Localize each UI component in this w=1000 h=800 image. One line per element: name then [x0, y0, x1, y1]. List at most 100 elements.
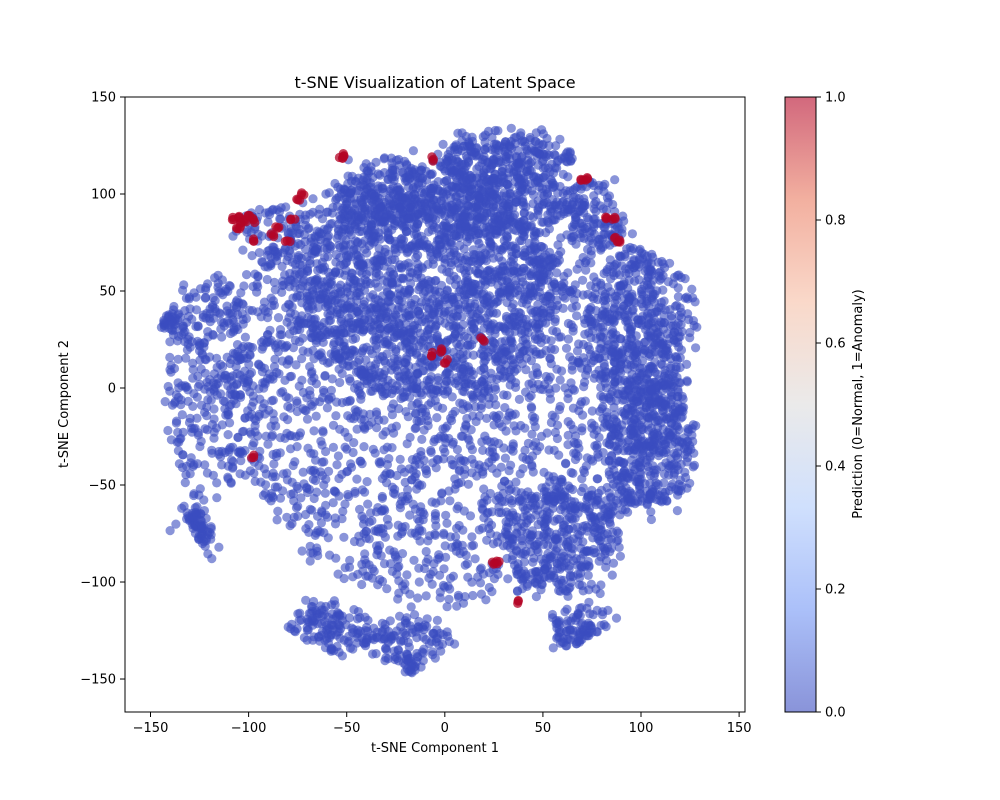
normal-point — [403, 485, 413, 495]
normal-point — [475, 265, 485, 275]
normal-point — [533, 256, 543, 266]
normal-point — [536, 431, 547, 441]
normal-point — [447, 459, 458, 470]
normal-point — [527, 429, 537, 439]
normal-point — [369, 526, 380, 536]
normal-point — [311, 246, 321, 257]
normal-point — [393, 594, 403, 604]
normal-point — [442, 602, 452, 612]
normal-point — [315, 294, 325, 304]
normal-point — [402, 387, 412, 397]
normal-point — [453, 478, 464, 488]
normal-point — [638, 302, 648, 312]
normal-point — [424, 573, 434, 583]
normal-point — [534, 287, 545, 297]
normal-point — [512, 263, 522, 273]
normal-point — [352, 474, 362, 484]
normal-point — [673, 318, 683, 328]
normal-point — [382, 514, 392, 524]
normal-point — [509, 210, 520, 220]
normal-point — [345, 188, 355, 198]
normal-point — [623, 297, 634, 307]
normal-point — [674, 425, 684, 435]
normal-point — [410, 320, 420, 330]
normal-point — [368, 444, 378, 454]
normal-point — [268, 472, 278, 482]
normal-point — [645, 265, 655, 275]
normal-point — [552, 364, 562, 374]
normal-point — [345, 555, 355, 566]
normal-point — [512, 158, 523, 169]
normal-point — [462, 200, 472, 210]
normal-point — [561, 458, 571, 468]
normal-point — [295, 428, 306, 438]
normal-point — [411, 171, 421, 181]
normal-point — [637, 284, 647, 294]
normal-point — [592, 440, 602, 450]
normal-point — [518, 347, 528, 357]
normal-point — [415, 302, 425, 312]
normal-point — [396, 341, 406, 351]
normal-point — [462, 413, 472, 424]
normal-point — [541, 318, 551, 328]
normal-point — [545, 372, 555, 382]
normal-point — [417, 434, 427, 444]
normal-point — [356, 261, 366, 271]
normal-point — [253, 271, 263, 281]
normal-point — [331, 487, 341, 497]
normal-point — [610, 291, 620, 301]
normal-point — [675, 353, 685, 363]
normal-point — [616, 376, 626, 386]
normal-point — [340, 270, 350, 280]
normal-point — [284, 356, 294, 366]
normal-point — [488, 343, 498, 353]
normal-point — [306, 548, 316, 558]
normal-point — [480, 145, 490, 155]
normal-point — [322, 512, 333, 522]
normal-point — [372, 303, 382, 313]
normal-point — [375, 575, 385, 585]
normal-point — [405, 432, 415, 442]
normal-point — [345, 396, 355, 406]
normal-point — [286, 431, 296, 441]
normal-point — [593, 354, 603, 364]
normal-point — [599, 394, 609, 404]
normal-point — [285, 403, 296, 413]
normal-point — [499, 443, 509, 453]
normal-point — [390, 362, 400, 372]
normal-point — [368, 290, 378, 300]
chart-title: t-SNE Visualization of Latent Space — [294, 73, 575, 92]
normal-point — [587, 406, 597, 416]
normal-point — [452, 523, 462, 534]
normal-point — [333, 451, 343, 461]
normal-point — [461, 221, 471, 231]
normal-point — [488, 173, 498, 183]
normal-point — [437, 489, 447, 499]
normal-point — [236, 456, 246, 466]
normal-point — [365, 178, 375, 188]
normal-point — [448, 439, 458, 449]
normal-point — [428, 206, 438, 216]
normal-point — [504, 466, 514, 476]
normal-point — [609, 414, 619, 424]
normal-point — [449, 247, 459, 258]
normal-point — [272, 482, 283, 492]
normal-point — [330, 513, 340, 523]
normal-point — [349, 438, 359, 448]
normal-point — [478, 132, 488, 142]
normal-point — [478, 505, 488, 515]
normal-point — [309, 426, 319, 436]
normal-point — [361, 355, 371, 365]
normal-point — [354, 309, 364, 320]
normal-point — [563, 172, 573, 182]
normal-point — [355, 456, 365, 466]
normal-point — [482, 495, 492, 505]
normal-point — [572, 264, 582, 274]
normal-point — [352, 424, 362, 434]
normal-point — [357, 348, 367, 358]
normal-point — [376, 457, 386, 467]
normal-point — [326, 385, 336, 395]
normal-point — [528, 212, 538, 222]
normal-point — [476, 403, 486, 413]
normal-point — [642, 251, 652, 261]
